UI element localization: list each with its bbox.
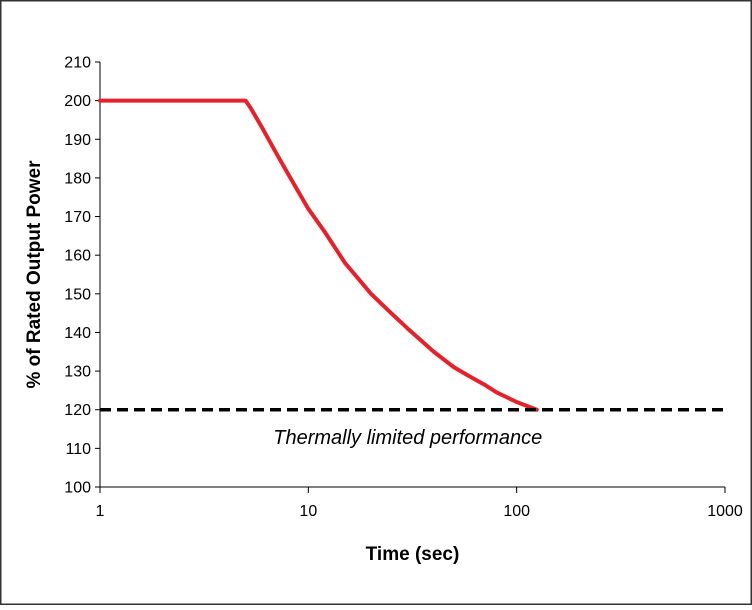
y-tick-label: 120 [64, 402, 91, 419]
y-tick-label: 100 [64, 480, 91, 497]
y-tick-label: 110 [65, 441, 91, 458]
x-tick-label: 10 [299, 503, 317, 520]
series-layer [98, 98, 725, 412]
y-tick-label: 130 [64, 364, 91, 381]
y-tick-label: 150 [64, 286, 91, 303]
y-tick-label: 200 [64, 93, 91, 110]
y-tick-label: 160 [64, 248, 91, 265]
y-tick-label: 140 [64, 325, 91, 342]
x-tick-label: 1000 [707, 503, 743, 520]
x-axis-title: Time (sec) [366, 544, 460, 565]
labels-layer: Time (sec) % of Rated Output Power Therm… [24, 160, 542, 565]
power-curve-line [98, 98, 539, 412]
y-tick-label: 190 [64, 132, 91, 149]
y-tick-label: 210 [64, 55, 91, 72]
y-axis-title: % of Rated Output Power [24, 160, 45, 389]
y-tick-label: 170 [64, 209, 91, 226]
y-tick-label: 180 [64, 170, 91, 187]
annotation-thermal-limit: Thermally limited performance [273, 427, 542, 449]
x-tick-label: 100 [503, 503, 530, 520]
x-tick-label: 1 [96, 503, 105, 520]
